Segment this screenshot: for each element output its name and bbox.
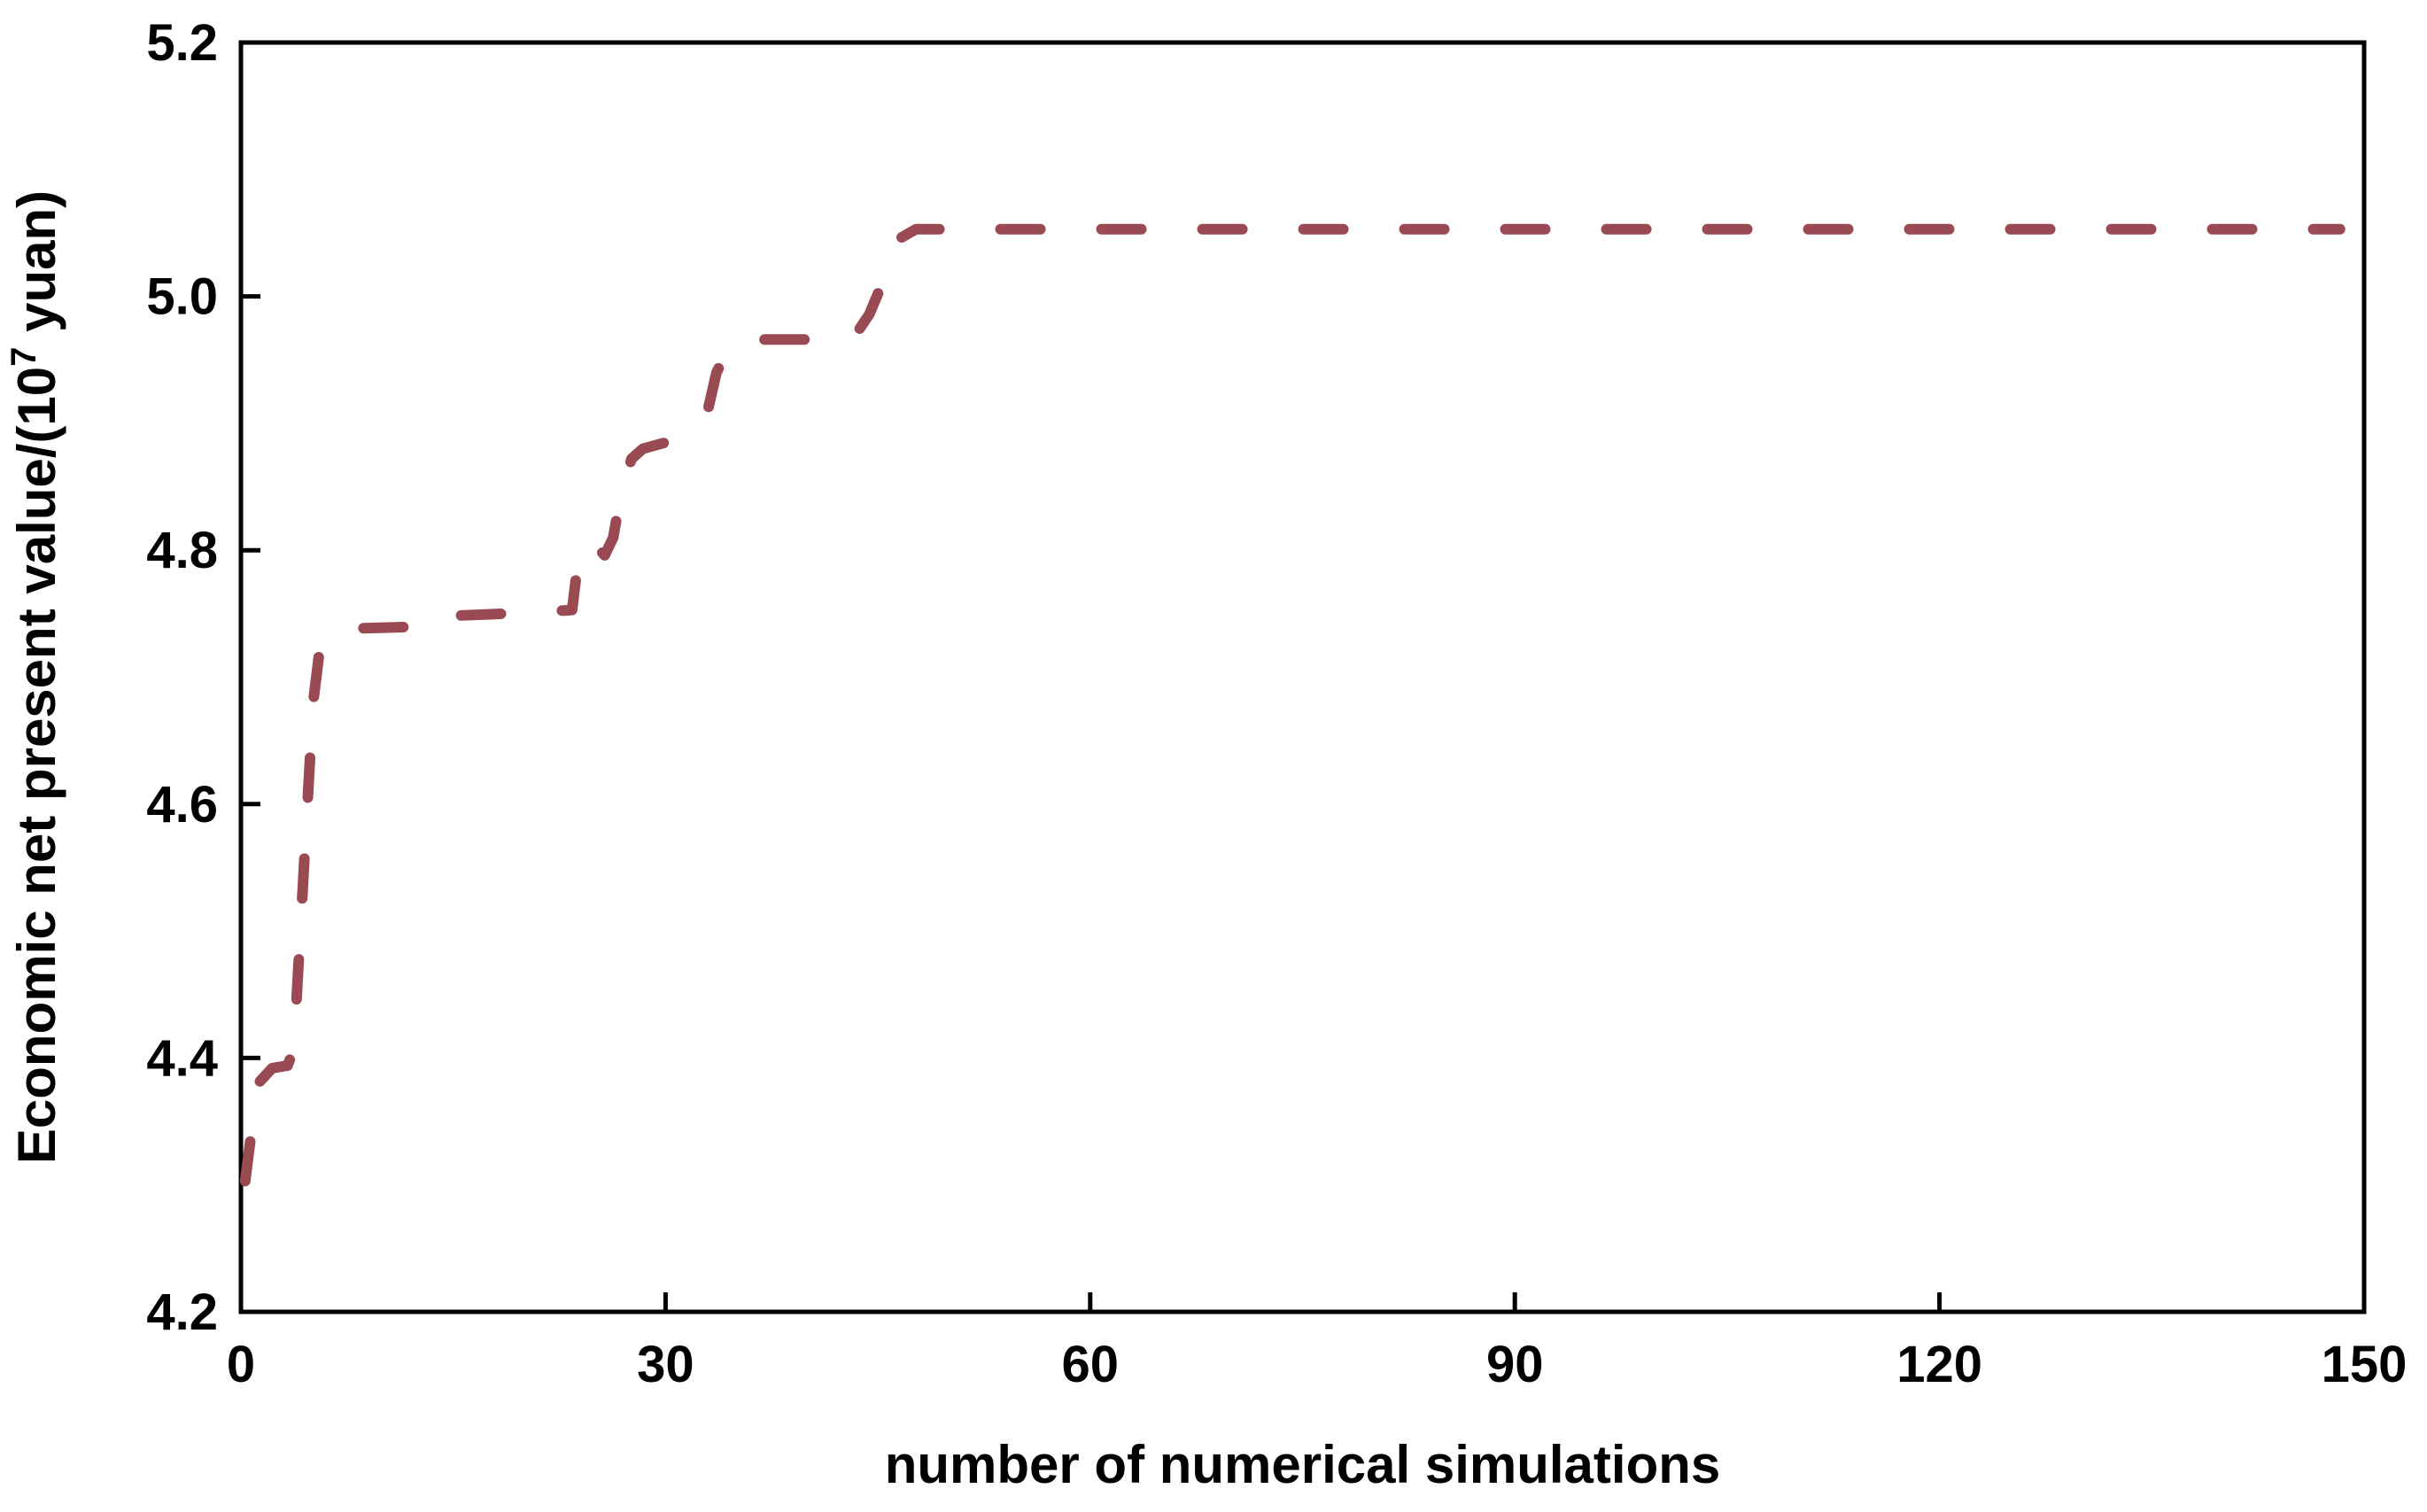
y-tick-label: 4.4 <box>146 1029 218 1087</box>
y-axis-title-suffix: yuan) <box>7 190 66 347</box>
x-tick-label: 120 <box>1896 1336 1982 1393</box>
y-tick-label: 5.0 <box>146 268 218 326</box>
data-line <box>239 223 2346 1187</box>
x-tick-label: 0 <box>227 1336 255 1393</box>
y-tick-label: 4.8 <box>146 522 218 579</box>
y-axis-title: Economic net present value/(107 yuan) <box>4 190 66 1164</box>
x-tick-label: 30 <box>637 1336 694 1393</box>
y-tick-label: 4.6 <box>146 776 218 834</box>
y-tick-label: 5.2 <box>146 14 218 72</box>
y-axis-title-superscript: 7 <box>4 347 43 367</box>
y-axis-title-prefix: Economic net present value/(10 <box>7 367 66 1164</box>
x-tick-label: 150 <box>2322 1336 2408 1393</box>
plot-border <box>238 40 2367 1314</box>
x-tick-label: 60 <box>1062 1336 1120 1393</box>
x-axis-title: number of numerical simulations <box>885 1435 1721 1494</box>
x-tick-label: 90 <box>1486 1336 1544 1393</box>
y-tick-label: 4.2 <box>146 1283 218 1341</box>
